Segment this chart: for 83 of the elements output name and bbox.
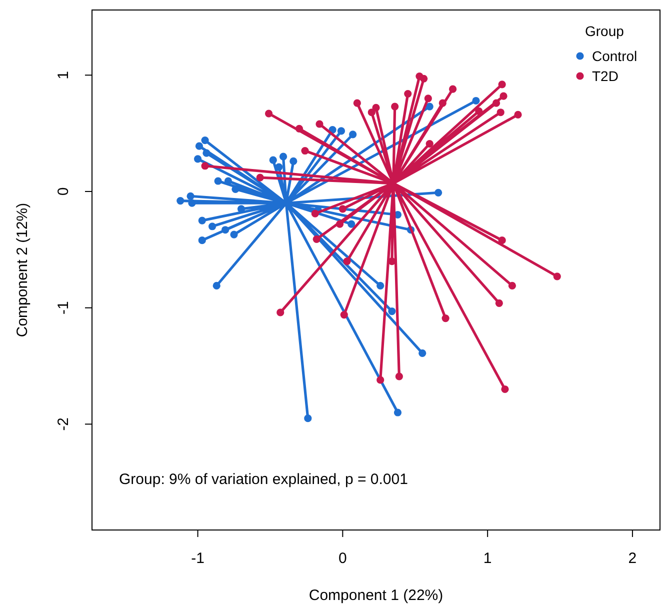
x-tick-label: 2: [628, 550, 637, 567]
point: [230, 230, 238, 238]
y-axis-title: Component 2 (12%): [14, 202, 31, 338]
point: [395, 372, 403, 380]
point: [404, 90, 412, 98]
y-tick-label: 1: [55, 70, 72, 80]
x-tick-label: 0: [338, 550, 347, 567]
point: [237, 205, 246, 213]
point: [500, 92, 508, 100]
y-tick-label: -1: [55, 301, 72, 314]
point: [472, 96, 480, 105]
point: [275, 163, 283, 171]
point: [295, 124, 304, 132]
point: [337, 127, 346, 135]
point: [434, 188, 442, 196]
point: [269, 156, 277, 164]
point: [508, 282, 516, 290]
y-tick-label: 0: [55, 187, 72, 196]
legend-title: Group: [585, 23, 624, 39]
point: [224, 177, 232, 185]
point: [176, 196, 184, 205]
x-tick-label: 1: [483, 550, 492, 567]
point: [349, 130, 357, 138]
point: [195, 142, 204, 150]
point: [276, 308, 284, 316]
point: [391, 102, 399, 110]
point: [212, 282, 220, 290]
point: [475, 107, 483, 116]
point: [201, 162, 209, 170]
point: [304, 414, 312, 422]
point: [214, 177, 222, 185]
legend-label: T2D: [592, 68, 618, 84]
point: [311, 210, 319, 218]
point: [232, 185, 240, 193]
x-axis-title: Component 1 (22%): [308, 587, 444, 604]
x-tick-label: -1: [191, 550, 204, 567]
point: [202, 149, 210, 157]
point: [368, 108, 376, 116]
point: [290, 157, 298, 166]
annotation: Group: 9% of variation explained, p = 0.001: [119, 471, 408, 488]
point: [279, 152, 288, 160]
point: [376, 376, 384, 384]
legend-label: Control: [592, 48, 638, 64]
point: [448, 85, 457, 93]
point: [514, 110, 522, 118]
point: [442, 314, 450, 322]
point: [343, 257, 351, 266]
point: [198, 236, 206, 244]
point: [188, 199, 196, 207]
point: [498, 236, 506, 244]
point: [194, 155, 202, 163]
point: [388, 308, 396, 316]
point: [426, 102, 434, 110]
point: [336, 220, 344, 228]
point: [201, 136, 209, 144]
point: [498, 80, 506, 88]
point: [256, 174, 264, 182]
point: [376, 282, 384, 290]
point: [198, 216, 206, 224]
point: [312, 235, 320, 243]
point: [208, 222, 216, 230]
point: [348, 220, 356, 228]
point: [301, 146, 309, 155]
point: [501, 385, 509, 394]
point: [222, 226, 230, 234]
point: [492, 99, 500, 107]
point: [353, 99, 361, 107]
point: [394, 408, 402, 416]
point: [426, 140, 434, 148]
point: [496, 108, 504, 116]
point: [420, 74, 428, 82]
y-tick-label: -2: [55, 417, 72, 431]
point: [316, 120, 324, 128]
point: [372, 104, 380, 112]
point: [340, 310, 348, 319]
point: [186, 192, 194, 200]
point: [338, 205, 346, 213]
point: [438, 99, 446, 107]
point: [495, 299, 503, 307]
point: [424, 94, 432, 102]
point: [264, 110, 273, 118]
point: [418, 349, 426, 357]
point: [553, 272, 561, 280]
